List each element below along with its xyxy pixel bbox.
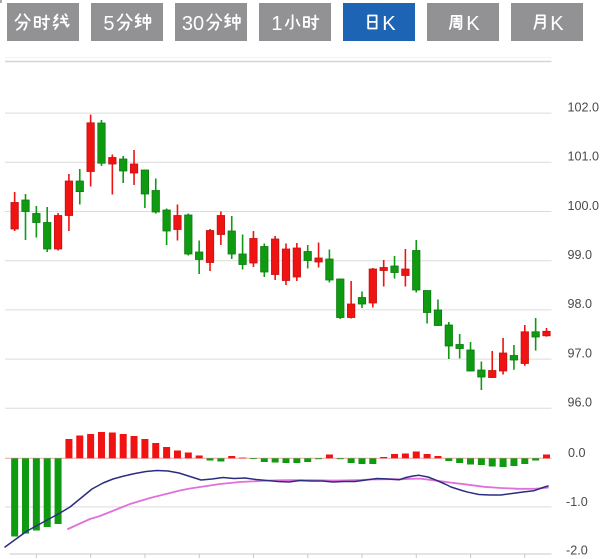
svg-text:K: K (382, 13, 396, 35)
svg-text:99.0: 99.0 (568, 248, 593, 262)
svg-text:30: 30 (182, 13, 204, 35)
svg-text:-2.0: -2.0 (566, 543, 588, 557)
svg-text:K: K (550, 13, 564, 35)
svg-text:1: 1 (271, 13, 282, 35)
svg-text:-1.0: -1.0 (566, 495, 588, 509)
svg-text:102.0: 102.0 (568, 100, 600, 114)
svg-text:5: 5 (103, 13, 114, 35)
svg-text:0.0: 0.0 (568, 446, 586, 460)
svg-text:97.0: 97.0 (568, 346, 593, 360)
svg-text:101.0: 101.0 (568, 150, 600, 164)
svg-text:100.0: 100.0 (568, 199, 600, 213)
svg-text:96.0: 96.0 (568, 396, 593, 410)
svg-text:98.0: 98.0 (568, 297, 593, 311)
svg-text:K: K (466, 13, 480, 35)
